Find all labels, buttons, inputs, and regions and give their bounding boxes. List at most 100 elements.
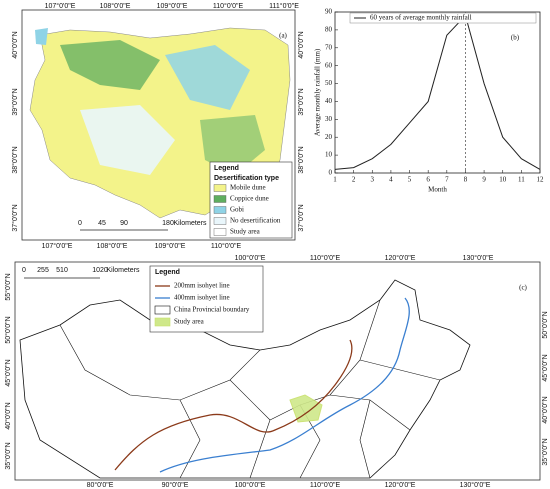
scale-tick: 255 <box>37 267 49 274</box>
lon-label: 110°0'0"E <box>310 481 341 489</box>
legend-swatch <box>213 228 227 236</box>
legend-item: Study area <box>230 228 261 236</box>
gobi-area <box>165 45 250 110</box>
scale-tick: 0 <box>78 220 82 227</box>
scale-tick: 90 <box>120 220 128 227</box>
x-tick-label: 6 <box>426 176 430 184</box>
lat-label: 40°0'0"N <box>297 31 305 58</box>
lon-label: 100°0'0"E <box>235 481 266 489</box>
x-tick-label: 7 <box>445 176 449 184</box>
x-tick-label: 1 <box>333 176 337 184</box>
study-area-c <box>289 394 323 423</box>
lat-label: 40°0'0"N <box>541 396 549 423</box>
legend-swatch <box>213 195 227 203</box>
y-tick-label: 60 <box>325 61 333 69</box>
lat-label: 40°0'0"N <box>4 402 12 429</box>
scale-unit: Kilometers <box>106 267 140 274</box>
scale-tick: 180 <box>162 220 174 227</box>
y-tick-label: 30 <box>325 115 333 123</box>
lat-label: 50°0'0"N <box>4 316 12 343</box>
isohyet-200 <box>114 339 353 471</box>
y-axis-label: Average monthly rainfall (mm) <box>314 48 322 136</box>
y-tick-label: 70 <box>325 43 333 51</box>
lon-label: 110°0'0"E <box>310 254 341 262</box>
gobi-area <box>35 28 48 45</box>
lat-label: 37°0'0"N <box>11 204 19 231</box>
lon-label: 130°0'0"E <box>460 481 491 489</box>
lon-label: 120°0'0"E <box>385 481 416 489</box>
lon-label: 130°0'0"E <box>463 254 494 262</box>
legend-swatch <box>213 206 227 214</box>
x-tick-label: 11 <box>518 176 525 184</box>
scale-tick: 1020 <box>92 267 108 274</box>
legend-item: 400mm isohyet line <box>174 294 230 302</box>
y-tick-label: 20 <box>325 133 333 141</box>
isohyet-400 <box>159 297 410 473</box>
legend-subtitle: Desertification type <box>214 175 279 182</box>
lat-label: 35°0'0"N <box>541 438 549 465</box>
x-tick-label: 4 <box>389 176 393 184</box>
lat-label: 45°0'0"N <box>4 359 12 386</box>
lon-label: 90°0'0"E <box>162 481 189 489</box>
lat-label: 37°0'0"N <box>297 204 305 231</box>
y-tick-label: 40 <box>325 97 333 105</box>
lon-label: 109°0'0"E <box>157 2 188 10</box>
panel-label: (a) <box>279 32 287 40</box>
lon-label: 110°0'0"E <box>211 242 242 250</box>
x-tick-label: 9 <box>482 176 486 184</box>
x-tick-label: 3 <box>371 176 375 184</box>
lat-label: 50°0'0"N <box>541 311 549 338</box>
legend-title: Legend <box>214 165 239 172</box>
legend-item: No desertification <box>230 217 281 225</box>
y-tick-label: 80 <box>325 25 333 33</box>
legend-item: China Provincial boundary <box>174 306 250 314</box>
lat-label: 55°0'0"N <box>4 273 12 300</box>
lon-label: 120°0'0"E <box>385 254 416 262</box>
provincial-boundaries <box>59 299 441 479</box>
x-tick-label: 2 <box>352 176 356 184</box>
y-tick-label: 50 <box>325 79 333 87</box>
legend-item: Mobile dune <box>230 184 266 192</box>
lat-label: 38°0'0"N <box>11 146 19 173</box>
lon-label: 100°0'0"E <box>235 254 266 262</box>
legend-swatch <box>154 305 171 315</box>
lat-label: 38°0'0"N <box>297 146 305 173</box>
lon-label: 107°0'0"E <box>42 242 73 250</box>
scale-tick: 510 <box>56 267 68 274</box>
lon-label: 108°0'0"E <box>97 242 128 250</box>
lat-label: 45°0'0"N <box>541 354 549 381</box>
x-tick-label: 5 <box>408 176 412 184</box>
no-desertification-area <box>80 105 175 175</box>
lon-label: 80°0'0"E <box>87 481 114 489</box>
y-tick-label: 0 <box>329 169 333 177</box>
x-tick-label: 10 <box>499 176 507 184</box>
x-tick-label: 8 <box>464 176 468 184</box>
lon-label: 110°0'0"E <box>213 2 244 10</box>
lon-label: 109°0'0"E <box>155 242 186 250</box>
lon-label: 111°0'0"E <box>269 2 299 10</box>
x-axis-label: Month <box>428 186 447 194</box>
scale-tick: 45 <box>98 220 106 227</box>
lon-label: 108°0'0"E <box>100 2 131 10</box>
panel-label: (c) <box>519 284 527 292</box>
legend-item: 60 years of average monthly rainfall <box>370 14 472 22</box>
lat-label: 39°0'0"N <box>11 88 19 115</box>
scale-unit: Kilometers <box>173 220 207 227</box>
lat-label: 40°0'0"N <box>11 31 19 58</box>
legend-item: Gobi <box>230 206 244 214</box>
rainfall-line <box>334 14 541 170</box>
coppice-dune-area <box>200 115 265 175</box>
lon-label: 107°0'0"E <box>45 2 76 10</box>
x-tick-label: 12 <box>537 176 545 184</box>
scale-tick: 0 <box>22 267 26 274</box>
legend-item: Coppice dune <box>230 195 269 203</box>
legend-swatch <box>154 317 171 327</box>
lat-label: 35°0'0"N <box>4 442 12 469</box>
plot-frame <box>334 11 541 174</box>
legend-swatch <box>213 217 227 225</box>
lat-label: 39°0'0"N <box>297 88 305 115</box>
legend-item: 200mm isohyet line <box>174 282 230 290</box>
y-tick-label: 10 <box>325 151 333 159</box>
coppice-dune-area <box>60 40 160 90</box>
